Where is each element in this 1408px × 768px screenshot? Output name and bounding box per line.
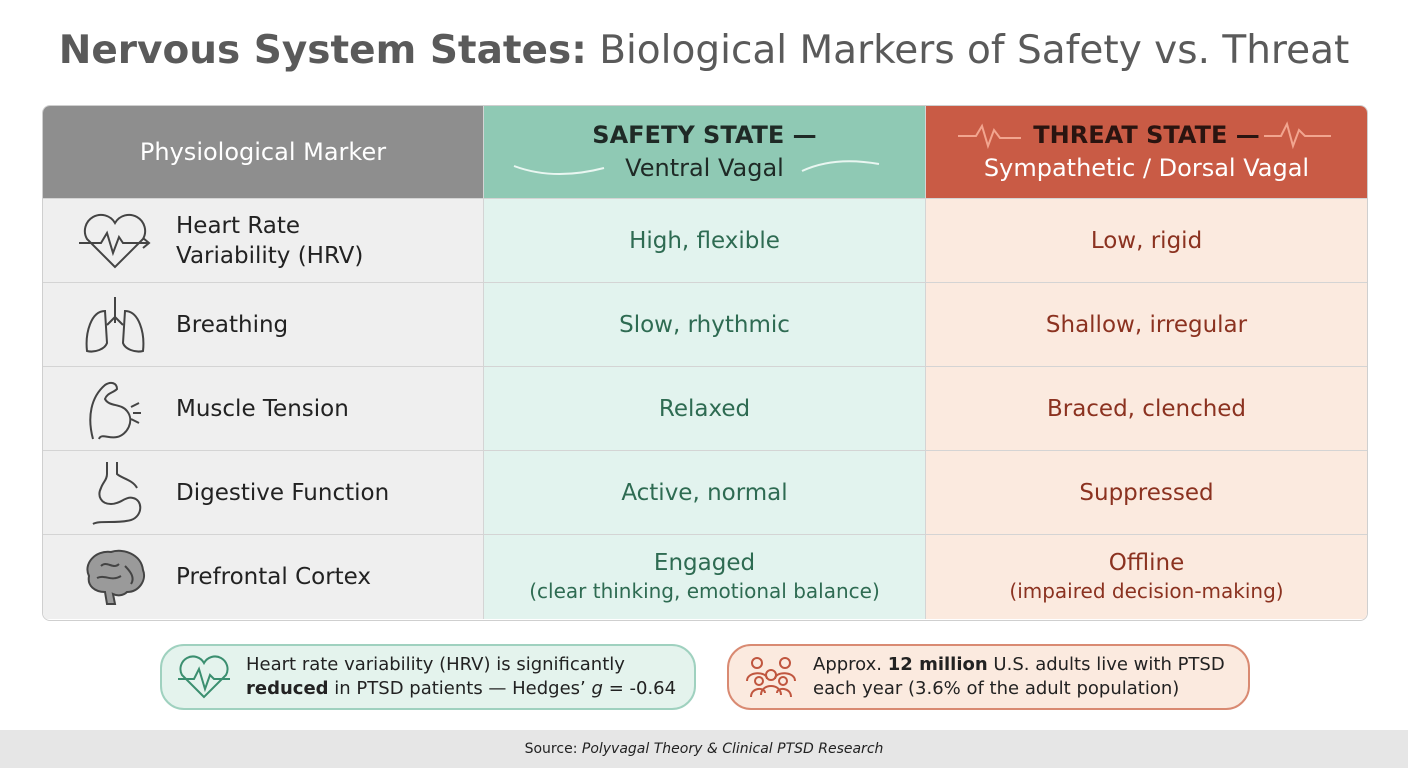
marker-cell: Muscle Tension [43,367,484,451]
safety-note: (clear thinking, emotional balance) [529,579,880,603]
threat-cell: Suppressed [926,451,1367,535]
safety-text: High, flexible [629,227,780,254]
symbol: g [591,678,603,699]
threat-text: Suppressed [1079,479,1214,506]
header-line: THREAT STATE — [1033,121,1260,149]
threat-text: Low, rigid [1090,227,1203,254]
threat-cell: Shallow, irregular [926,283,1367,367]
people-icon [746,657,796,698]
ptsd-callout: Approx. 12 million U.S. adults live with… [727,644,1250,710]
safety-cell: Engaged (clear thinking, emotional balanc… [484,535,926,619]
safety-cell: Slow, rhythmic [484,283,926,367]
threat-cell: Offline (impaired decision-making) [926,535,1367,619]
column-header: SAFETY STATE — Ventral Vagal [484,106,926,199]
pulse-decoration [958,121,1331,150]
title-rest: Biological Markers of Safety vs. Threat [599,28,1350,73]
threat-cell: Low, rigid [926,199,1367,283]
safety-cell: Active, normal [484,451,926,535]
safety-cell: High, flexible [484,199,926,283]
header-line: SAFETY STATE — [592,121,817,149]
threat-text: Braced, clenched [1046,395,1247,422]
header-line: Sympathetic / Dorsal Vagal [983,154,1310,182]
text: Approx. [813,654,883,675]
brain-icon [86,549,145,605]
marker-cell: Heart Rate Variability (HRV) [43,199,484,283]
threat-note: (impaired decision-making) [1009,579,1284,603]
marker-text: Digestive Function [176,479,390,506]
source-text: Polyvagal Theory & Clinical PTSD Researc… [581,741,884,757]
emphasis: reduced [246,678,329,699]
callout-text: Heart rate variability (HRV) is signific… [246,653,694,701]
text: U.S. adults live with PTSD each year (3.… [813,654,1225,699]
wave-decoration [513,160,880,175]
threat-cell: Braced, clenched [926,367,1367,451]
header-text: Physiological Marker [139,138,387,166]
text: in PTSD patients — Hedges’ [334,678,586,699]
stomach-icon [92,461,142,525]
marker-text: Heart Rate Variability (HRV) [176,212,364,269]
column-header: THREAT STATE — Sympathetic / Dorsal Vaga… [926,106,1367,199]
threat-text: Offline [1108,550,1185,576]
source-label: Source: [524,741,578,757]
threat-text: Shallow, irregular [1045,311,1248,338]
muscle-icon [89,381,141,439]
safety-text: Active, normal [621,479,788,506]
marker-cell: Digestive Function [43,451,484,535]
footer: Source: Polyvagal Theory & Clinical PTSD… [0,730,1408,768]
emphasis: 12 million [887,654,988,675]
marker-cell: Breathing [43,283,484,367]
title: Nervous System States: Biological Marker… [0,28,1408,73]
hrv-callout: Heart rate variability (HRV) is signific… [160,644,696,710]
safety-text: Slow, rhythmic [619,311,790,338]
marker-text: Prefrontal Cortex [176,564,372,590]
safety-cell: Relaxed [484,367,926,451]
marker-cell: Prefrontal Cortex [43,535,484,619]
text: Heart rate variability (HRV) is signific… [246,654,625,675]
lungs-icon [85,296,145,352]
title-bold: Nervous System States: [58,28,587,73]
safety-text: Engaged [653,550,756,576]
heart-pulse-icon [178,655,230,699]
column-header: Physiological Marker [43,106,484,199]
marker-text: Breathing [176,311,289,338]
safety-text: Relaxed [658,395,751,422]
callout-text: Approx. 12 million U.S. adults live with… [813,653,1248,701]
marker-text: Muscle Tension [176,395,349,422]
header-line: Ventral Vagal [625,154,784,182]
text: = -0.64 [608,678,677,699]
heart-icon [79,213,151,268]
comparison-table: Physiological Marker SAFETY STATE — Vent… [42,105,1368,621]
